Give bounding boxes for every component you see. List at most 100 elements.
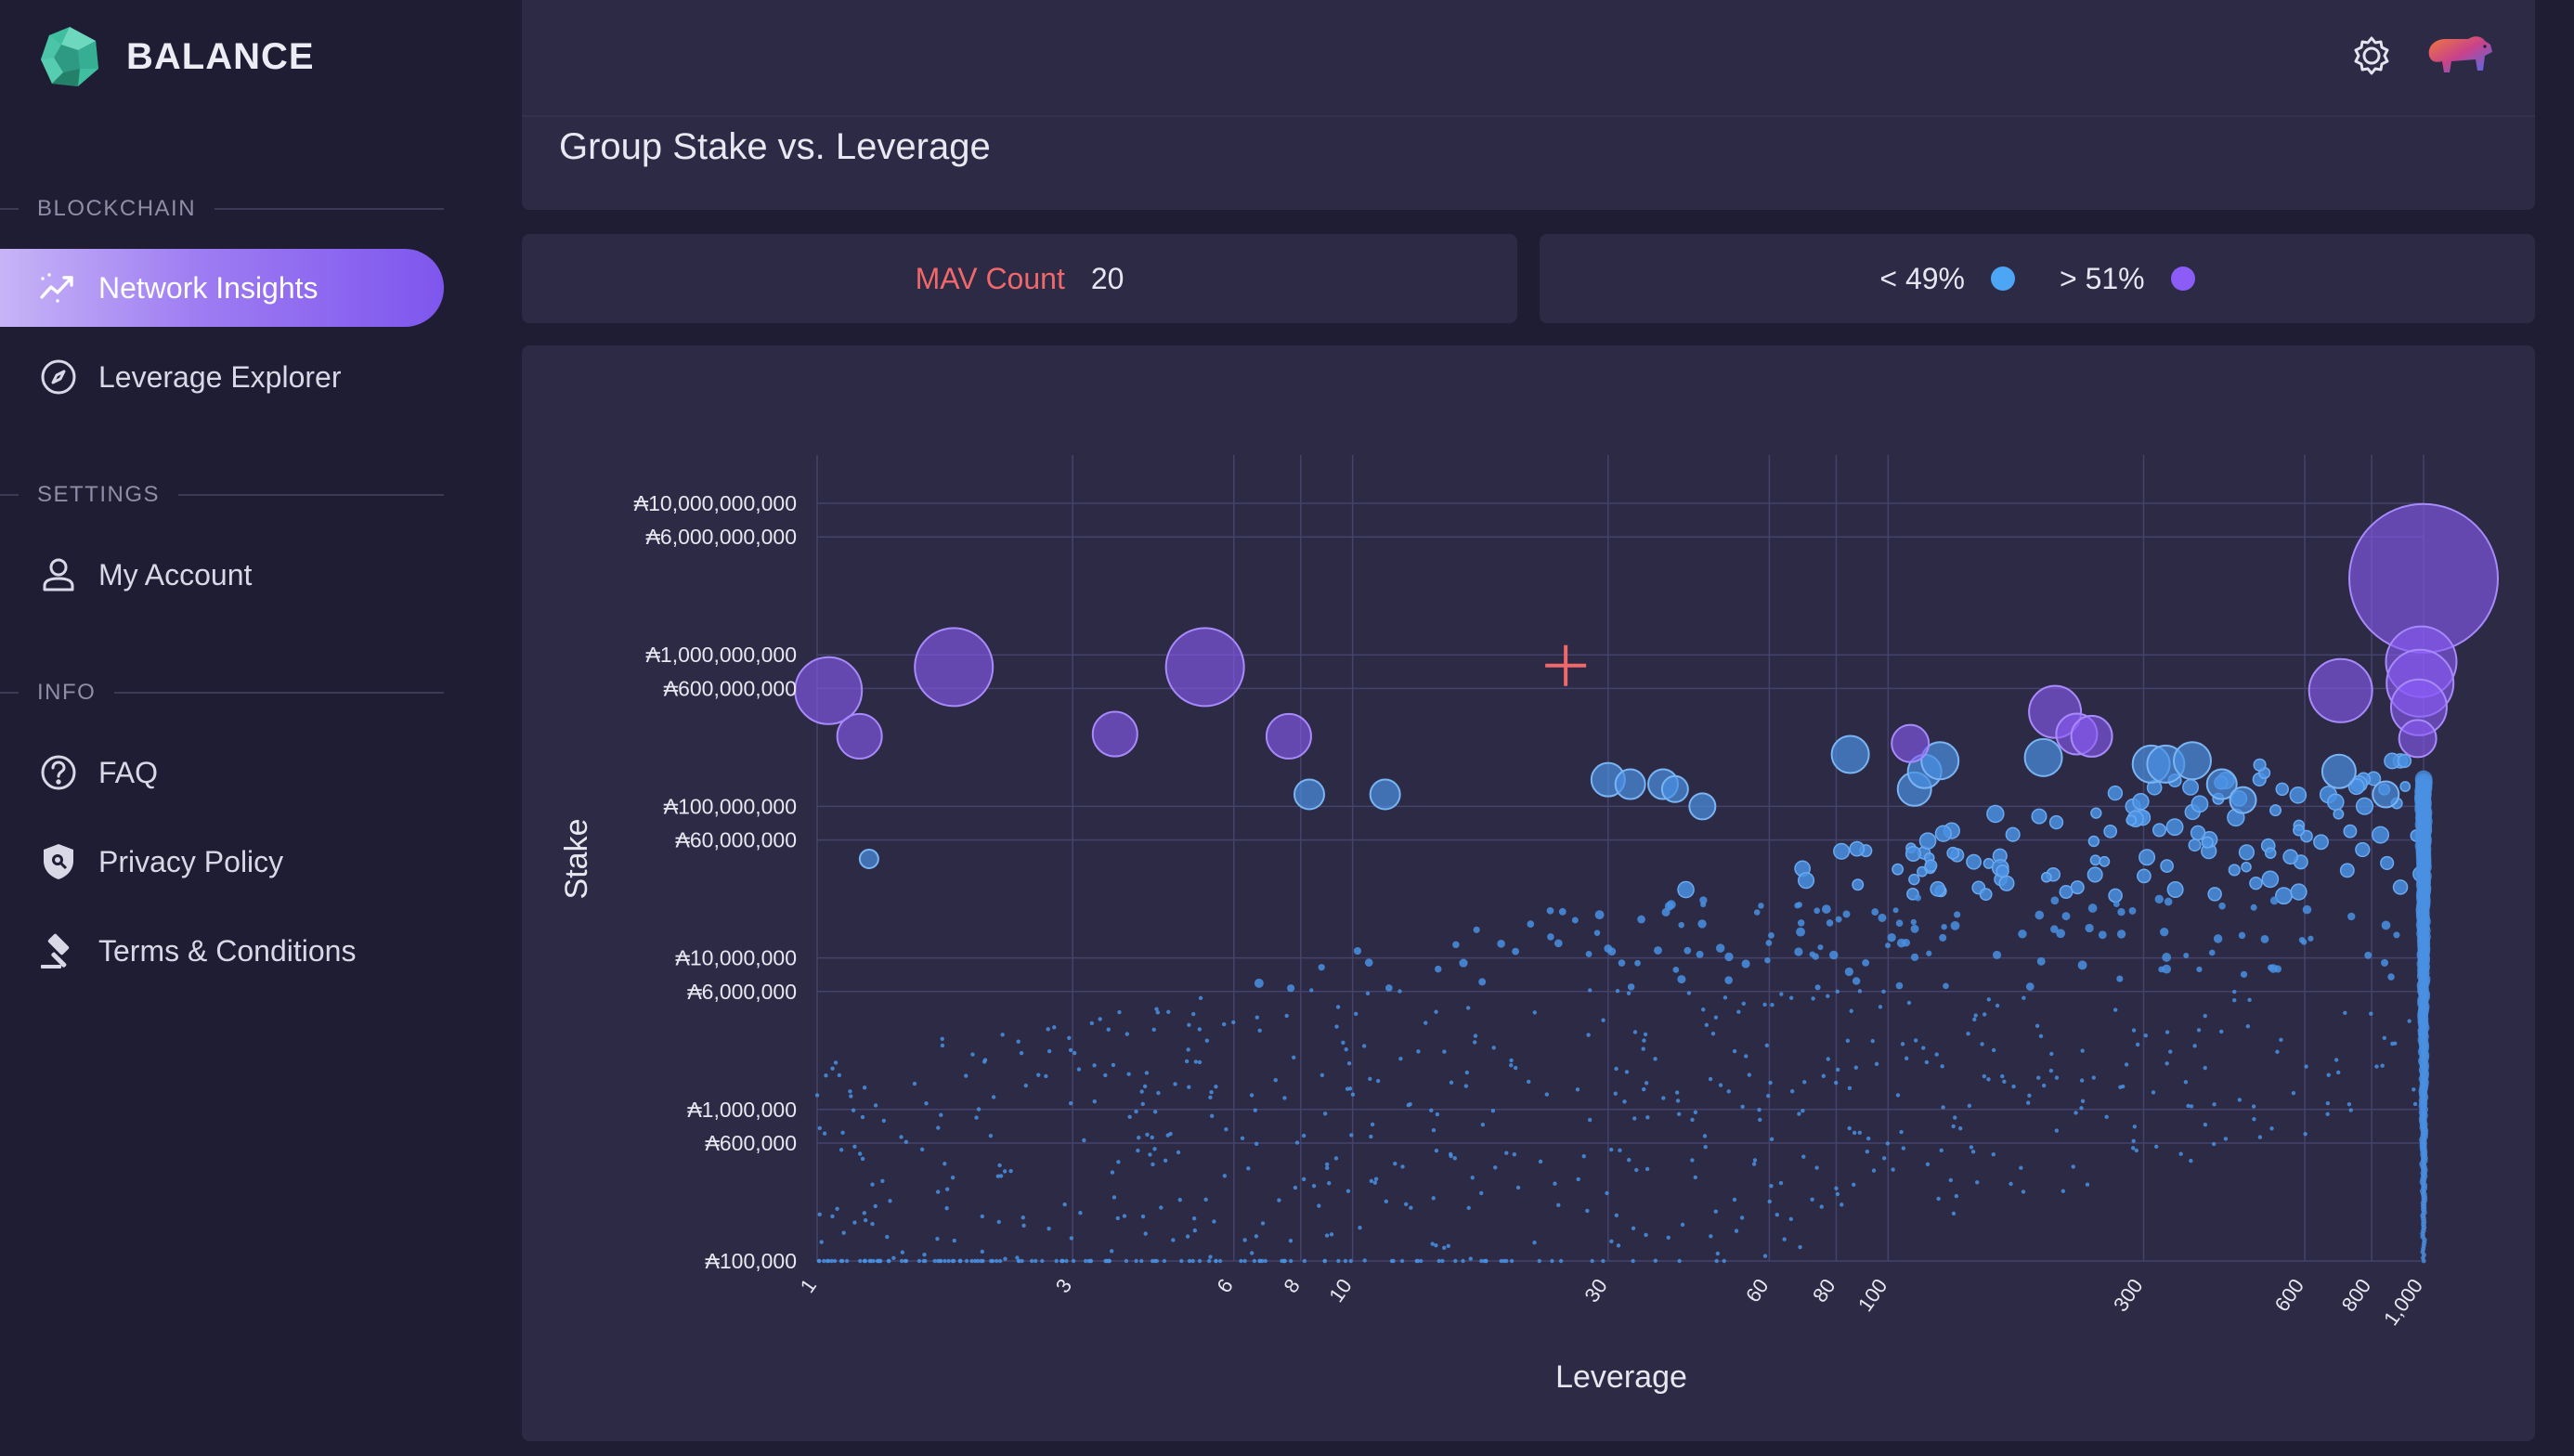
scatter-dot-bg: [1302, 1177, 1306, 1181]
scatter-dot-bg: [1982, 1012, 1986, 1016]
scatter-dot-bg: [2109, 889, 2122, 902]
scatter-point-high[interactable]: [1267, 714, 1311, 759]
scatter-dot-bg: [1742, 959, 1750, 968]
scatter-dot-bg: [1955, 1194, 1958, 1198]
legend-low-dot: [1991, 266, 2015, 291]
scatter-point-low[interactable]: [1662, 776, 1688, 802]
scatter-dot-bg: [824, 1073, 827, 1077]
sidebar-item-faq[interactable]: FAQ: [0, 734, 444, 812]
scatter-dot-bg: [874, 1103, 878, 1107]
scatter-dot-bg: [1585, 1209, 1589, 1213]
y-tick-label: ₳600,000: [706, 1131, 797, 1155]
scatter-dot-bg: [1409, 1205, 1412, 1209]
scatter-dot-bg: [2129, 907, 2137, 915]
scatter-dot-bg: [1896, 1093, 1900, 1097]
scatter-dot-bg: [1711, 1032, 1715, 1035]
scatter-dot-bg: [1672, 967, 1679, 973]
scatter-point-high[interactable]: [1093, 712, 1138, 757]
scatter-dot-bg: [2022, 1190, 2025, 1193]
brand[interactable]: BALANCE: [37, 24, 315, 89]
scatter-dot-bg: [1453, 1259, 1457, 1263]
sidebar-item-privacy-policy[interactable]: Privacy Policy: [0, 823, 444, 901]
scatter-dot-bg: [1325, 1233, 1329, 1237]
scatter-point-high[interactable]: [838, 714, 882, 759]
scatter-dot-bg: [2303, 905, 2312, 915]
scatter-dot-bg: [874, 1204, 878, 1208]
theme-toggle-sun-icon[interactable]: [2351, 35, 2392, 76]
scatter-dot-bg: [1082, 1138, 1086, 1142]
scatter-dot-bg: [1758, 903, 1764, 909]
scatter-dot-bg: [1015, 1255, 1019, 1259]
scatter-point-low[interactable]: [1294, 779, 1324, 809]
scatter-dot-bg: [946, 1259, 950, 1263]
scatter-point-low[interactable]: [1689, 793, 1715, 819]
scatter-dot-bg: [2325, 1112, 2329, 1116]
scatter-point-high[interactable]: [2072, 716, 2112, 757]
scatter-dot-bg: [2042, 1084, 2046, 1087]
scatter-point-low[interactable]: [2322, 755, 2356, 788]
scatter-dot-bg: [1854, 1066, 1858, 1070]
scatter-dot-bg: [1289, 1259, 1293, 1263]
scatter-dot-bg: [2042, 873, 2051, 882]
scatter-point-high[interactable]: [1166, 628, 1244, 706]
scatter-point-high[interactable]: [1892, 725, 1929, 762]
scatter-dot-bg: [1391, 1259, 1395, 1263]
scatter-dot-bg: [2049, 1052, 2053, 1056]
scatter-dot-bg: [858, 1259, 862, 1263]
scatter-dot-bg: [2303, 1132, 2307, 1136]
sidebar-item-leverage-explorer[interactable]: Leverage Explorer: [0, 338, 444, 416]
scatter-dot-bg: [2407, 1019, 2411, 1022]
scatter-dot-bg: [1187, 1086, 1190, 1089]
avatar[interactable]: [2424, 28, 2494, 80]
sidebar-item-terms-conditions[interactable]: Terms & Conditions: [0, 912, 444, 990]
scatter-dot-bg: [2327, 1072, 2331, 1076]
scatter-dot-bg: [2274, 966, 2282, 973]
scatter-dot-bg: [1779, 1181, 1783, 1185]
scatter-dot-bg: [1836, 990, 1840, 994]
sidebar-item-my-account[interactable]: My Account: [0, 536, 444, 614]
scatter-dot-bg: [870, 1222, 874, 1226]
scatter-point-high[interactable]: [2399, 720, 2437, 757]
scatter-dot-bg: [2036, 1076, 2040, 1080]
scatter-dot-bg: [2238, 1098, 2242, 1101]
scatter-dot-bg: [1987, 997, 1991, 1001]
scatter-dot-bg: [2326, 1101, 2330, 1105]
scatter-point-low[interactable]: [860, 850, 878, 868]
scatter-point-low[interactable]: [1832, 736, 1869, 774]
scatter-dot-bg: [1677, 1112, 1681, 1116]
scatter-dot-bg: [944, 1206, 948, 1210]
scatter-dot-bg: [815, 1093, 819, 1097]
scatter-dot-bg: [1930, 882, 1944, 896]
scatter-dot-bg: [1754, 909, 1761, 916]
scatter-dot-bg: [834, 1060, 838, 1064]
scatter-dot-bg: [1556, 1203, 1560, 1207]
scatter-point-low[interactable]: [2372, 781, 2398, 807]
scatter-dot-bg: [2135, 1149, 2138, 1152]
scatter-point-high[interactable]: [2309, 659, 2372, 722]
scatter-dot-bg: [2186, 1104, 2190, 1108]
scatter-point-high[interactable]: [915, 628, 993, 706]
scatter-dot-bg: [1320, 1073, 1324, 1077]
scatter-dot-bg: [2019, 1166, 2022, 1170]
scatter-point-low[interactable]: [1371, 779, 1400, 809]
scatter-dot-bg: [2090, 855, 2100, 864]
scatter-dot-bg: [1253, 1259, 1256, 1263]
scatter-dot-bg: [941, 1037, 944, 1041]
stake-leverage-scatter-chart[interactable]: ₳100,000 ₳600,000 ₳1,000,000 ₳6,000,000 ₳10,…: [522, 345, 2535, 1441]
scatter-dot-bg: [1986, 1077, 1990, 1081]
scatter-point-low[interactable]: [2230, 787, 2256, 813]
scatter-dot-bg: [1479, 1191, 1483, 1195]
scatter-point-low[interactable]: [2025, 739, 2062, 776]
scatter-dot-bg: [2250, 878, 2262, 890]
scatter-dot-bg: [1199, 996, 1202, 1000]
scatter-dot-bg: [992, 1095, 995, 1098]
scatter-dot-bg: [818, 1126, 822, 1130]
scatter-point-low[interactable]: [2174, 742, 2211, 779]
scatter-dot-bg: [2184, 1080, 2188, 1084]
scatter-dot-bg: [1198, 1259, 1202, 1263]
x-axis-ticks: 1 3 6 8 10 30 60 80 100 300 600 800 1,000: [796, 1275, 2428, 1330]
scatter-point-high[interactable]: [795, 657, 862, 724]
sidebar-item-network-insights[interactable]: Network Insights: [0, 249, 444, 327]
scatter-point-low[interactable]: [1616, 770, 1645, 800]
scatter-dot-bg: [2261, 935, 2269, 943]
